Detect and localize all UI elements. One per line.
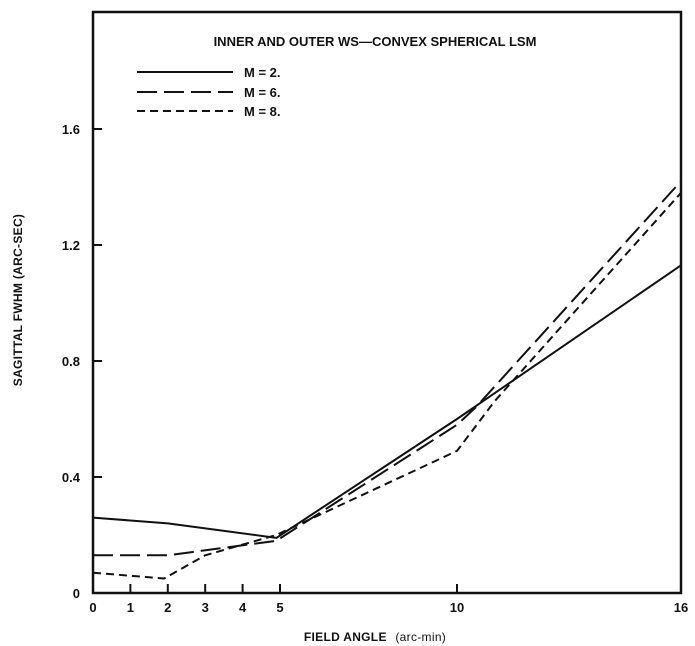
axis-ticks: 0 1 2 3 4 5 10 16 0 0.4 0.8 1.2 1.6 bbox=[62, 122, 688, 615]
y-tick-label: 0 bbox=[73, 586, 80, 601]
x-tick-label: 1 bbox=[127, 600, 134, 615]
chart-title: INNER AND OUTER WS—CONVEX SPHERICAL LSM bbox=[214, 34, 537, 49]
x-axis-label-unit: (arc-min) bbox=[395, 630, 446, 644]
x-tick-label: 10 bbox=[450, 600, 464, 615]
series-line-3 bbox=[92, 192, 682, 580]
legend-label-m8: M = 8. bbox=[244, 104, 281, 119]
y-tick-label: 0.4 bbox=[62, 470, 81, 485]
y-tick-label: 0.8 bbox=[62, 354, 80, 369]
y-tick-label: 1.2 bbox=[62, 238, 80, 253]
series-layer bbox=[92, 180, 682, 580]
y-axis-label: SAGITTAL FWHM (ARC-SEC) bbox=[11, 214, 25, 386]
x-tick-label: 2 bbox=[164, 600, 171, 615]
y-tick-label: 1.6 bbox=[62, 122, 80, 137]
series-line-2 bbox=[93, 180, 682, 557]
legend-label-m2: M = 2. bbox=[244, 65, 281, 80]
x-tick-label: 16 bbox=[674, 600, 688, 615]
plot-frame bbox=[91, 10, 683, 595]
legend-label-m6: M = 6. bbox=[244, 85, 281, 100]
x-tick-label: 5 bbox=[276, 600, 283, 615]
x-tick-label: 0 bbox=[89, 600, 96, 615]
series-line-1 bbox=[92, 264, 682, 539]
x-tick-label: 4 bbox=[239, 600, 247, 615]
legend: M = 2. M = 6. M = 8. bbox=[137, 65, 281, 119]
x-tick-label: 3 bbox=[202, 600, 209, 615]
x-axis-label-main: FIELD ANGLE bbox=[304, 630, 387, 644]
x-axis-label: FIELD ANGLE (arc-min) bbox=[304, 630, 446, 644]
